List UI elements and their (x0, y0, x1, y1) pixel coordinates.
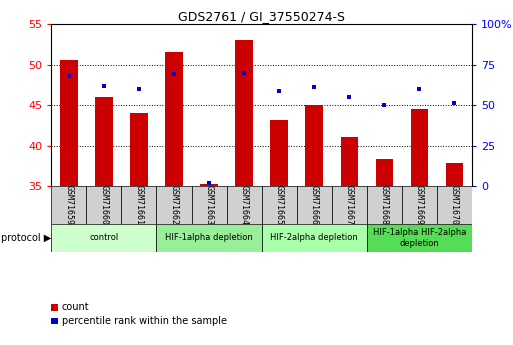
Point (205, 180, 213, 186)
Bar (86, 186, 122, 224)
Point (65, 73, 73, 79)
Text: protocol ▶: protocol ▶ (1, 233, 51, 243)
Bar (305, 105, 323, 186)
Bar (402, 186, 437, 224)
Point (240, 70, 248, 76)
Text: GSM71669: GSM71669 (415, 185, 424, 225)
Bar (200, 185, 218, 186)
Bar (95, 97, 113, 186)
Text: control: control (89, 234, 119, 243)
Bar (60, 60, 77, 186)
Bar (51, 224, 156, 252)
Text: GSM71670: GSM71670 (450, 185, 459, 225)
Point (135, 86, 143, 92)
Text: count: count (62, 302, 89, 312)
Bar (446, 164, 463, 186)
Bar (227, 186, 262, 224)
Text: GSM71665: GSM71665 (274, 185, 284, 225)
Point (170, 71, 178, 77)
Point (275, 88, 283, 93)
Point (416, 86, 424, 92)
Text: GSM71667: GSM71667 (345, 185, 354, 225)
Bar (332, 186, 367, 224)
Bar (122, 186, 156, 224)
Bar (51, 186, 86, 224)
Bar (262, 186, 297, 224)
Text: HIF-1alpha depletion: HIF-1alpha depletion (165, 234, 253, 243)
Bar (262, 224, 367, 252)
Bar (376, 159, 393, 186)
Text: HIF-1alpha HIF-2alpha
depletion: HIF-1alpha HIF-2alpha depletion (372, 228, 466, 248)
Bar (130, 113, 148, 186)
Text: GSM71663: GSM71663 (205, 185, 213, 225)
Bar (270, 120, 288, 186)
Title: GDS2761 / GI_37550274-S: GDS2761 / GI_37550274-S (178, 10, 345, 23)
Text: percentile rank within the sample: percentile rank within the sample (62, 316, 227, 326)
Bar (341, 137, 358, 186)
Text: GSM71661: GSM71661 (134, 185, 144, 225)
Point (450, 101, 459, 106)
Text: GSM71659: GSM71659 (64, 185, 73, 225)
Point (310, 85, 318, 90)
Point (380, 102, 388, 108)
Point (100, 83, 108, 88)
Bar (165, 52, 183, 186)
Bar (156, 224, 262, 252)
Bar (235, 40, 253, 186)
Text: GSM71664: GSM71664 (240, 185, 249, 225)
Bar (191, 186, 227, 224)
Bar (410, 109, 428, 186)
Text: GSM71668: GSM71668 (380, 185, 389, 225)
Bar (297, 186, 332, 224)
Bar (367, 186, 402, 224)
Text: GSM71662: GSM71662 (169, 185, 179, 225)
Bar (367, 224, 472, 252)
Bar (437, 186, 472, 224)
Text: HIF-2alpha depletion: HIF-2alpha depletion (270, 234, 358, 243)
Bar (156, 186, 191, 224)
Text: GSM71660: GSM71660 (100, 185, 108, 225)
Point (345, 94, 353, 100)
Text: GSM71666: GSM71666 (310, 185, 319, 225)
